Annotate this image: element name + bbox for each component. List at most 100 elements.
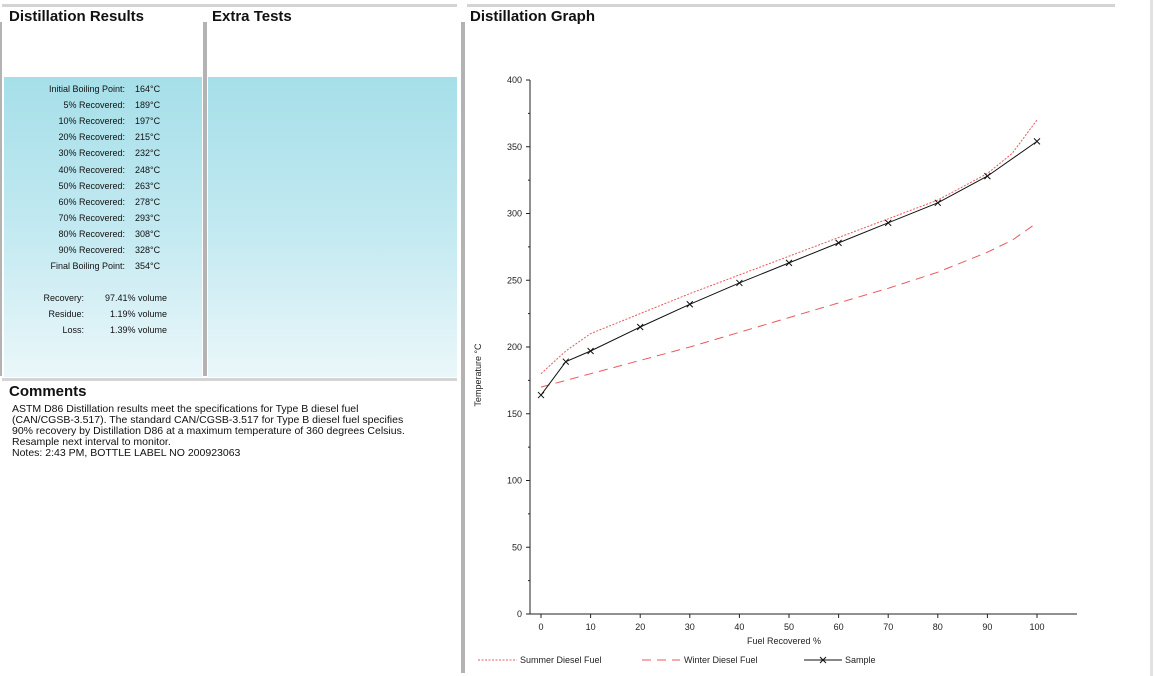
comment-line: ASTM D86 Distillation results meet the s…	[12, 403, 359, 415]
extra-tests-panel	[208, 77, 457, 377]
x-tick-label: 40	[734, 622, 744, 632]
summary-label: Recovery:	[43, 293, 84, 303]
x-tick-label: 20	[635, 622, 645, 632]
right-edge	[1150, 0, 1153, 676]
x-tick-label: 90	[982, 622, 992, 632]
sample-point-marker	[835, 239, 842, 247]
sample-point-marker	[736, 279, 743, 287]
y-tick-label: 350	[507, 142, 522, 152]
result-value: 189°C	[135, 100, 161, 111]
legend-marker	[819, 656, 827, 664]
result-label: Final Boiling Point:	[50, 261, 125, 272]
result-value: 278°C	[135, 196, 161, 207]
summary-row: Recovery: 97.41% volume	[0, 292, 167, 304]
result-row: 60% Recovered: 278°C	[0, 196, 160, 208]
summary-label: Loss:	[62, 325, 84, 335]
x-tick-label: 0	[538, 622, 543, 632]
summary-row: Residue: 1.19% volume	[0, 308, 167, 320]
sample-point-marker	[785, 259, 793, 267]
y-tick-label: 150	[507, 409, 522, 419]
summary-value: 97.41% volume	[104, 293, 167, 303]
column-divider-right[interactable]	[461, 22, 465, 673]
comment-line: (CAN/CGSB-3.517). The standard CAN/CGSB-…	[12, 414, 404, 426]
result-value: 293°C	[135, 212, 161, 223]
comments-divider	[2, 378, 457, 381]
x-tick-label: 30	[685, 622, 695, 632]
result-row: 5% Recovered: 189°C	[0, 99, 160, 111]
result-label: 40% Recovered:	[58, 164, 125, 175]
result-label: 70% Recovered:	[58, 212, 125, 223]
comment-line: Notes: 2:43 PM, BOTTLE LABEL NO 20092306…	[12, 447, 241, 459]
legend-label: Winter Diesel Fuel	[684, 655, 758, 665]
series-line-winter-diesel-fuel	[540, 222, 1038, 388]
result-value: 248°C	[135, 164, 161, 175]
y-tick-label: 200	[507, 342, 522, 352]
x-axis-label: Fuel Recovered %	[747, 636, 821, 646]
result-value: 197°C	[135, 116, 161, 127]
result-label: 10% Recovered:	[58, 116, 125, 127]
result-value: 263°C	[135, 180, 161, 191]
result-row: 20% Recovered: 215°C	[0, 131, 160, 143]
result-row: 70% Recovered: 293°C	[0, 212, 160, 224]
y-tick-label: 250	[507, 275, 522, 285]
result-row: Initial Boiling Point: 164°C	[0, 83, 160, 95]
result-value: 164°C	[135, 84, 161, 94]
x-tick-label: 50	[784, 622, 794, 632]
sample-point-marker	[537, 391, 545, 399]
results-panel	[4, 77, 202, 377]
y-tick-label: 0	[517, 609, 522, 619]
distillation-results-title: Distillation Results	[9, 8, 145, 25]
legend-label: Sample	[845, 655, 876, 665]
legend-label: Summer Diesel Fuel	[520, 655, 602, 665]
top-divider-right	[467, 4, 1115, 7]
comment-line: 90% recovery by Distillation D86 at a ma…	[12, 425, 405, 437]
sample-point-marker	[686, 300, 694, 308]
result-row: 30% Recovered: 232°C	[0, 147, 160, 159]
comment-line: Resample next interval to monitor.	[12, 436, 171, 448]
result-label: Initial Boiling Point:	[48, 84, 125, 94]
extra-tests-title: Extra Tests	[212, 8, 292, 25]
summary-value: 1.39% volume	[109, 325, 167, 335]
result-value: 328°C	[135, 245, 161, 255]
y-tick-label: 50	[512, 542, 522, 552]
left-edge	[0, 22, 2, 376]
sample-point-marker	[562, 358, 570, 366]
result-value: 308°C	[135, 228, 161, 239]
top-divider	[2, 4, 457, 7]
sample-point-marker	[984, 172, 991, 180]
sample-point-marker	[884, 219, 892, 227]
result-label: 5% Recovered:	[63, 100, 125, 111]
result-row: 80% Recovered: 308°C	[0, 228, 160, 240]
x-tick-label: 70	[883, 622, 893, 632]
x-tick-label: 60	[834, 622, 844, 632]
result-label: 60% Recovered:	[58, 196, 125, 207]
result-label: 20% Recovered:	[58, 132, 125, 143]
comments-title: Comments	[9, 383, 87, 400]
result-label: 90% Recovered:	[58, 245, 125, 255]
result-label: 50% Recovered:	[58, 180, 125, 191]
result-row: Final Boiling Point: 354°C	[0, 260, 160, 272]
result-row: 90% Recovered: 328°C	[0, 244, 160, 256]
distillation-graph-title: Distillation Graph	[470, 8, 596, 25]
result-row: 40% Recovered: 248°C	[0, 164, 160, 176]
summary-value: 1.19% volume	[109, 309, 167, 319]
result-row: 10% Recovered: 197°C	[0, 115, 160, 127]
comments-text: ASTM D86 Distillation results meet the s…	[12, 404, 452, 459]
result-value: 215°C	[135, 132, 161, 143]
result-value: 354°C	[135, 261, 161, 272]
sample-point-marker	[934, 199, 942, 207]
column-divider-left[interactable]	[203, 22, 207, 376]
summary-label: Residue:	[48, 309, 84, 319]
x-tick-label: 80	[933, 622, 943, 632]
result-value: 232°C	[135, 148, 161, 159]
result-row: 50% Recovered: 263°C	[0, 180, 160, 192]
x-tick-label: 10	[586, 622, 596, 632]
y-tick-label: 300	[507, 209, 522, 219]
series-line-sample	[540, 140, 1038, 396]
sample-point-marker	[1033, 138, 1041, 145]
y-tick-label: 400	[507, 75, 522, 85]
sample-point-marker	[587, 347, 594, 355]
y-tick-label: 100	[507, 476, 522, 486]
series-line-summer-diesel-fuel	[540, 119, 1038, 375]
x-tick-label: 100	[1029, 622, 1044, 632]
